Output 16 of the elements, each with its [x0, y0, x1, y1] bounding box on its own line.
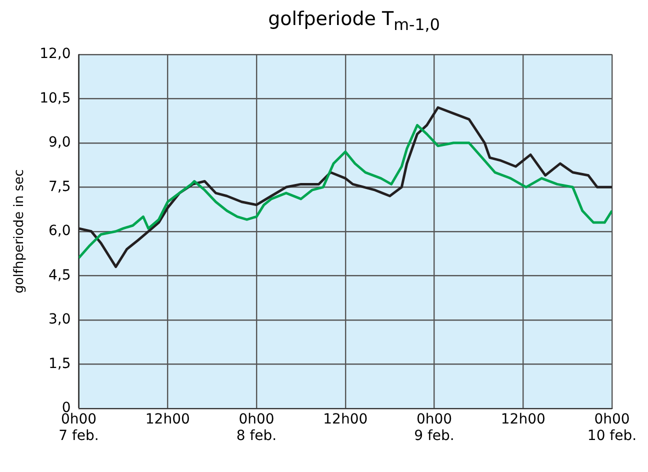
- y-tick-label: 4,5: [48, 267, 71, 284]
- y-axis-title: golfhperiode in sec: [12, 169, 28, 294]
- x-tick-label: 0h00 10 feb.: [587, 411, 637, 444]
- y-tick-label: 10,5: [40, 90, 71, 106]
- y-tick-label: 9,0: [48, 134, 71, 150]
- x-tick-label: 12h00: [145, 411, 190, 428]
- x-tick-label: 0h00 9 feb.: [414, 411, 454, 444]
- x-tick-label: 0h00 8 feb.: [236, 411, 277, 444]
- y-tick-label: 6,0: [48, 222, 71, 239]
- y-tick-label: 12,0: [40, 46, 71, 62]
- x-tick-label: 12h00: [323, 411, 368, 428]
- y-tick-label: 3,0: [48, 311, 71, 328]
- chart-title: golfperiode T$_{m-1,0}$: [267, 8, 441, 34]
- y-tick-label: 1,5: [48, 356, 71, 372]
- y-tick-label: 7,5: [48, 178, 71, 195]
- x-tick-label: 12h00: [500, 411, 546, 428]
